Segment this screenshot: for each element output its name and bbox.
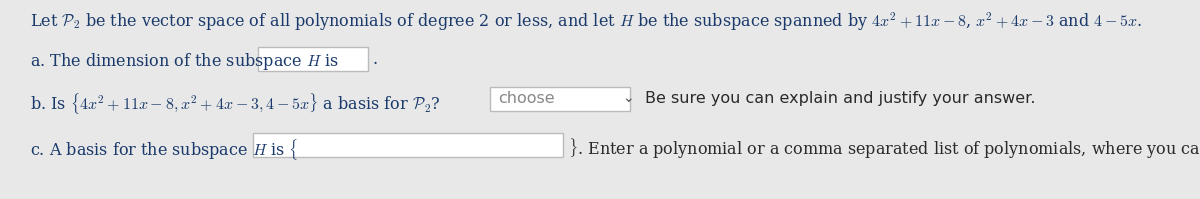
Text: b. Is $\{4x^2 + 11x - 8, x^2 + 4x - 3, 4 - 5x\}$ a basis for $\mathcal{P}_2$?: b. Is $\{4x^2 + 11x - 8, x^2 + 4x - 3, 4… xyxy=(30,91,440,116)
Text: choose: choose xyxy=(498,91,554,106)
Text: $\}$. Enter a polynomial or a comma separated list of polynomials, where you can: $\}$. Enter a polynomial or a comma sepa… xyxy=(568,137,1200,161)
FancyBboxPatch shape xyxy=(490,87,630,111)
FancyBboxPatch shape xyxy=(258,47,368,71)
Text: a. The dimension of the subspace $H$ is: a. The dimension of the subspace $H$ is xyxy=(30,51,338,72)
Text: Let $\mathcal{P}_2$ be the vector space of all polynomials of degree 2 or less, : Let $\mathcal{P}_2$ be the vector space … xyxy=(30,11,1142,33)
Text: ⌄: ⌄ xyxy=(622,91,634,105)
FancyBboxPatch shape xyxy=(253,133,563,157)
Text: c. A basis for the subspace $H$ is $\{$: c. A basis for the subspace $H$ is $\{$ xyxy=(30,137,299,162)
Text: .: . xyxy=(372,51,377,68)
Text: Be sure you can explain and justify your answer.: Be sure you can explain and justify your… xyxy=(646,91,1036,106)
